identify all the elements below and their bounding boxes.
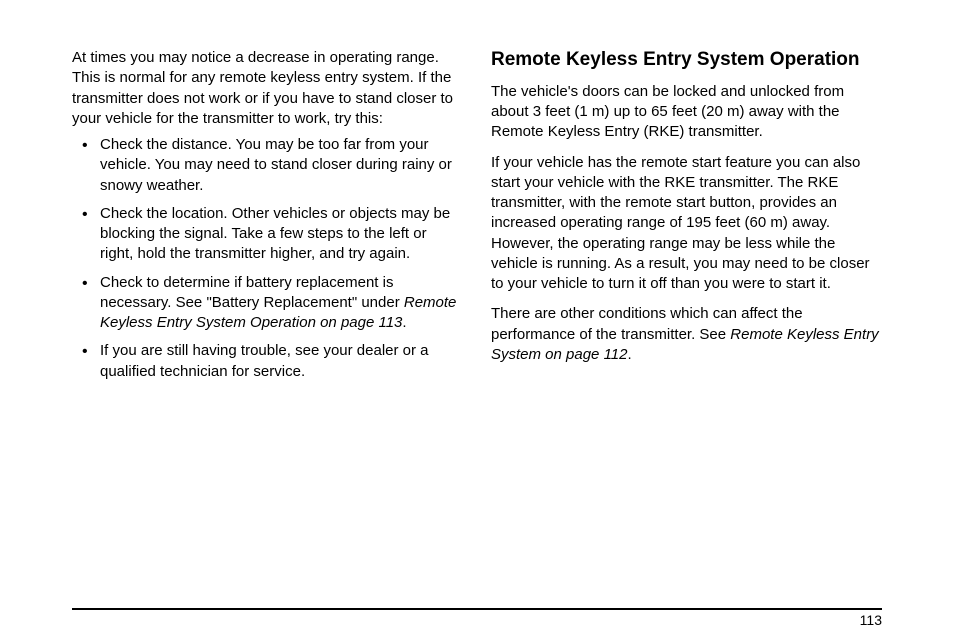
body-paragraph: The vehicle's doors can be locked and un… bbox=[491, 82, 882, 143]
right-column: Remote Keyless Entry System Operation Th… bbox=[491, 48, 882, 390]
intro-paragraph: At times you may notice a decrease in op… bbox=[72, 48, 463, 129]
troubleshooting-list: Check the distance. You may be too far f… bbox=[72, 135, 463, 382]
list-item-text-end: . bbox=[402, 314, 406, 331]
section-heading: Remote Keyless Entry System Operation bbox=[491, 48, 882, 72]
list-item-text: Check to determine if battery replacemen… bbox=[100, 274, 404, 311]
list-item: If you are still having trouble, see you… bbox=[100, 341, 463, 382]
list-item: Check the location. Other vehicles or ob… bbox=[100, 204, 463, 265]
list-item: Check the distance. You may be too far f… bbox=[100, 135, 463, 196]
left-column: At times you may notice a decrease in op… bbox=[72, 48, 463, 390]
page-number: 113 bbox=[860, 612, 882, 628]
list-item: Check to determine if battery replacemen… bbox=[100, 273, 463, 334]
paragraph-text-end: . bbox=[627, 346, 631, 363]
page-footer: 113 bbox=[72, 608, 882, 610]
body-paragraph: If your vehicle has the remote start fea… bbox=[491, 153, 882, 295]
footer-divider bbox=[72, 608, 882, 610]
page-content: At times you may notice a decrease in op… bbox=[72, 48, 882, 390]
body-paragraph: There are other conditions which can aff… bbox=[491, 304, 882, 365]
